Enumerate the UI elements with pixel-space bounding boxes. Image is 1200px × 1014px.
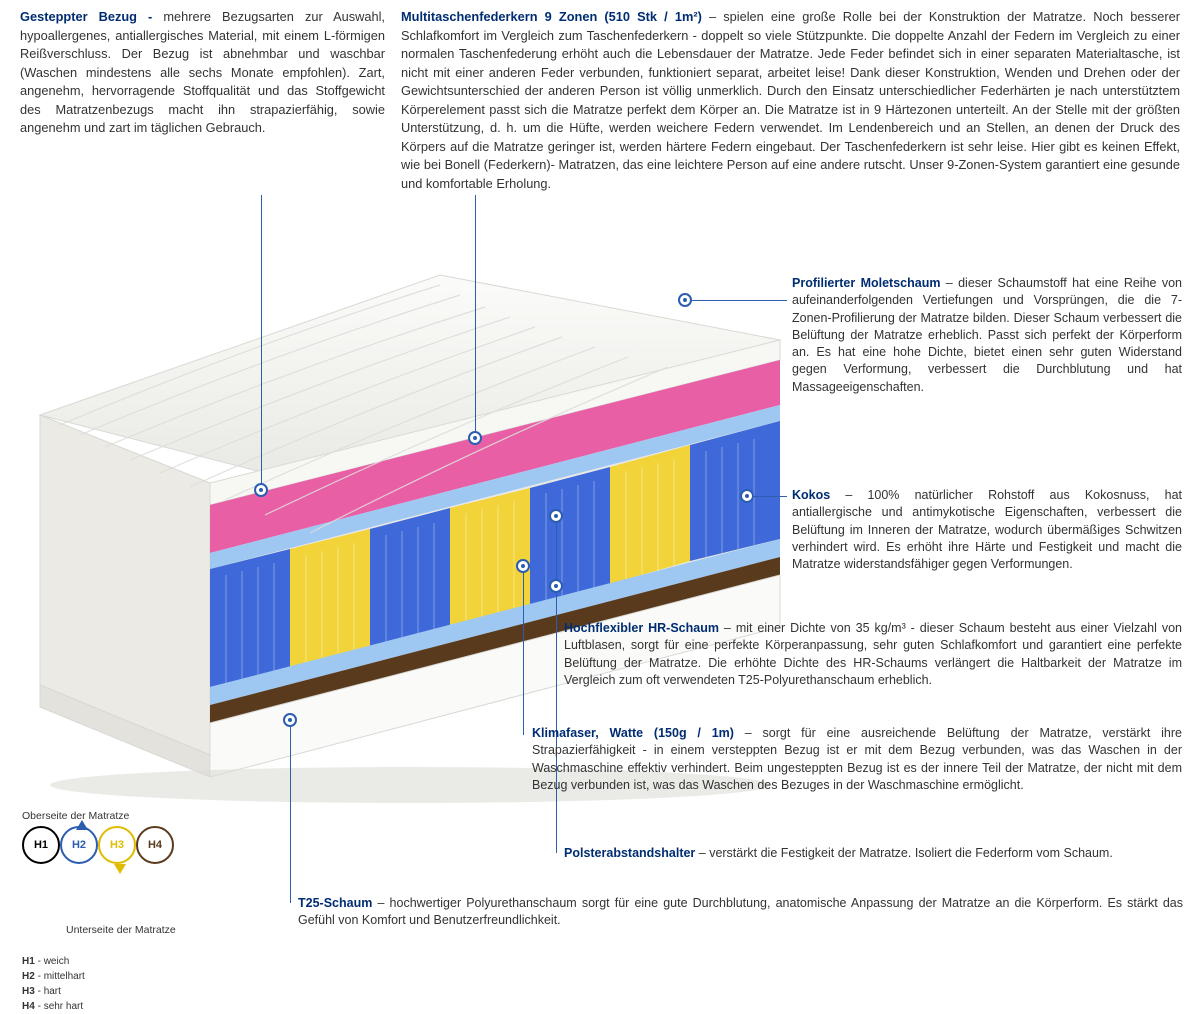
h3-circle: H3 bbox=[98, 826, 136, 864]
title-gesteppter: Gesteppter Bezug - bbox=[20, 9, 152, 24]
line-kokos bbox=[754, 496, 787, 497]
body-kokos: – 100% natürlicher Rohstoff aus Kokosnus… bbox=[792, 488, 1182, 571]
dot-kokos bbox=[740, 489, 754, 503]
desc-multitaschen: Multitaschenfederkern 9 Zonen (510 Stk /… bbox=[401, 8, 1180, 193]
desc-gesteppter-bezug: Gesteppter Bezug - mehrere Bezugsarten z… bbox=[20, 8, 385, 193]
line-klima bbox=[523, 565, 524, 735]
block-kokos: Kokos – 100% natürlicher Rohstoff aus Ko… bbox=[792, 487, 1182, 573]
up-arrow-icon bbox=[72, 820, 92, 832]
h4-code: H4 bbox=[22, 1001, 35, 1012]
title-polster: Polsterabstandshalter bbox=[564, 846, 695, 860]
h1-code: H1 bbox=[22, 956, 35, 967]
dot-hr bbox=[549, 509, 563, 523]
hardness-top-label: Oberseite der Matratze bbox=[22, 810, 222, 822]
body-molet: – dieser Schaumstoff hat eine Reihe von … bbox=[792, 276, 1182, 394]
h1-circle: H1 bbox=[22, 826, 60, 864]
hardness-bottom-label: Unterseite der Matratze bbox=[66, 924, 222, 936]
line-multitaschen bbox=[475, 195, 476, 433]
down-arrow-icon bbox=[110, 862, 130, 874]
title-molet: Profilierter Moletschaum bbox=[792, 276, 940, 290]
title-hr: Hochflexibler HR-Schaum bbox=[564, 621, 719, 635]
body-polster: – verstärkt die Festigkeit der Matratze.… bbox=[695, 846, 1113, 860]
line-bezug bbox=[261, 195, 262, 485]
title-multitaschen: Multitaschenfederkern 9 Zonen (510 Stk /… bbox=[401, 9, 702, 24]
h4-circle: H4 bbox=[136, 826, 174, 864]
line-polster bbox=[556, 585, 557, 853]
block-molet: Profilierter Moletschaum – dieser Schaum… bbox=[792, 275, 1182, 396]
block-hr: Hochflexibler HR-Schaum – mit einer Dich… bbox=[564, 620, 1182, 689]
h2-code: H2 bbox=[22, 971, 35, 982]
h2-label: mittelhart bbox=[44, 971, 85, 982]
hardness-legend: Oberseite der Matratze H1 H2 H3 H4 Unter… bbox=[22, 810, 222, 1014]
hardness-circles: H1 H2 H3 H4 bbox=[22, 826, 222, 880]
body-gesteppter: mehrere Bezugsarten zur Auswahl, hypoall… bbox=[20, 9, 385, 135]
title-kokos: Kokos bbox=[792, 488, 830, 502]
dot-t25 bbox=[283, 713, 297, 727]
block-klima: Klimafaser, Watte (150g / 1m) – sorgt fü… bbox=[532, 725, 1182, 794]
hardness-descriptions: H1 - weich H2 - mittelhart H3 - hart H4 … bbox=[22, 954, 222, 1014]
line-molet bbox=[692, 300, 787, 301]
block-t25: T25-Schaum – hochwertiger Polyurethansch… bbox=[298, 895, 1183, 930]
h4-label: sehr hart bbox=[44, 1001, 83, 1012]
dot-molet bbox=[678, 293, 692, 307]
dot-multitaschen bbox=[468, 431, 482, 445]
mattress-diagram: Profilierter Moletschaum – dieser Schaum… bbox=[10, 255, 1190, 945]
line-t25 bbox=[290, 720, 291, 903]
dot-polster bbox=[549, 579, 563, 593]
h1-label: weich bbox=[44, 956, 70, 967]
block-polster: Polsterabstandshalter – verstärkt die Fe… bbox=[564, 845, 1184, 862]
h3-code: H3 bbox=[22, 986, 35, 997]
title-t25: T25-Schaum bbox=[298, 896, 372, 910]
dot-klima bbox=[516, 559, 530, 573]
title-klima: Klimafaser, Watte (150g / 1m) bbox=[532, 726, 734, 740]
body-multitaschen: – spielen eine große Rolle bei der Konst… bbox=[401, 9, 1180, 191]
body-t25: – hochwertiger Polyurethanschaum sorgt f… bbox=[298, 896, 1183, 927]
h3-label: hart bbox=[44, 986, 61, 997]
dot-bezug bbox=[254, 483, 268, 497]
